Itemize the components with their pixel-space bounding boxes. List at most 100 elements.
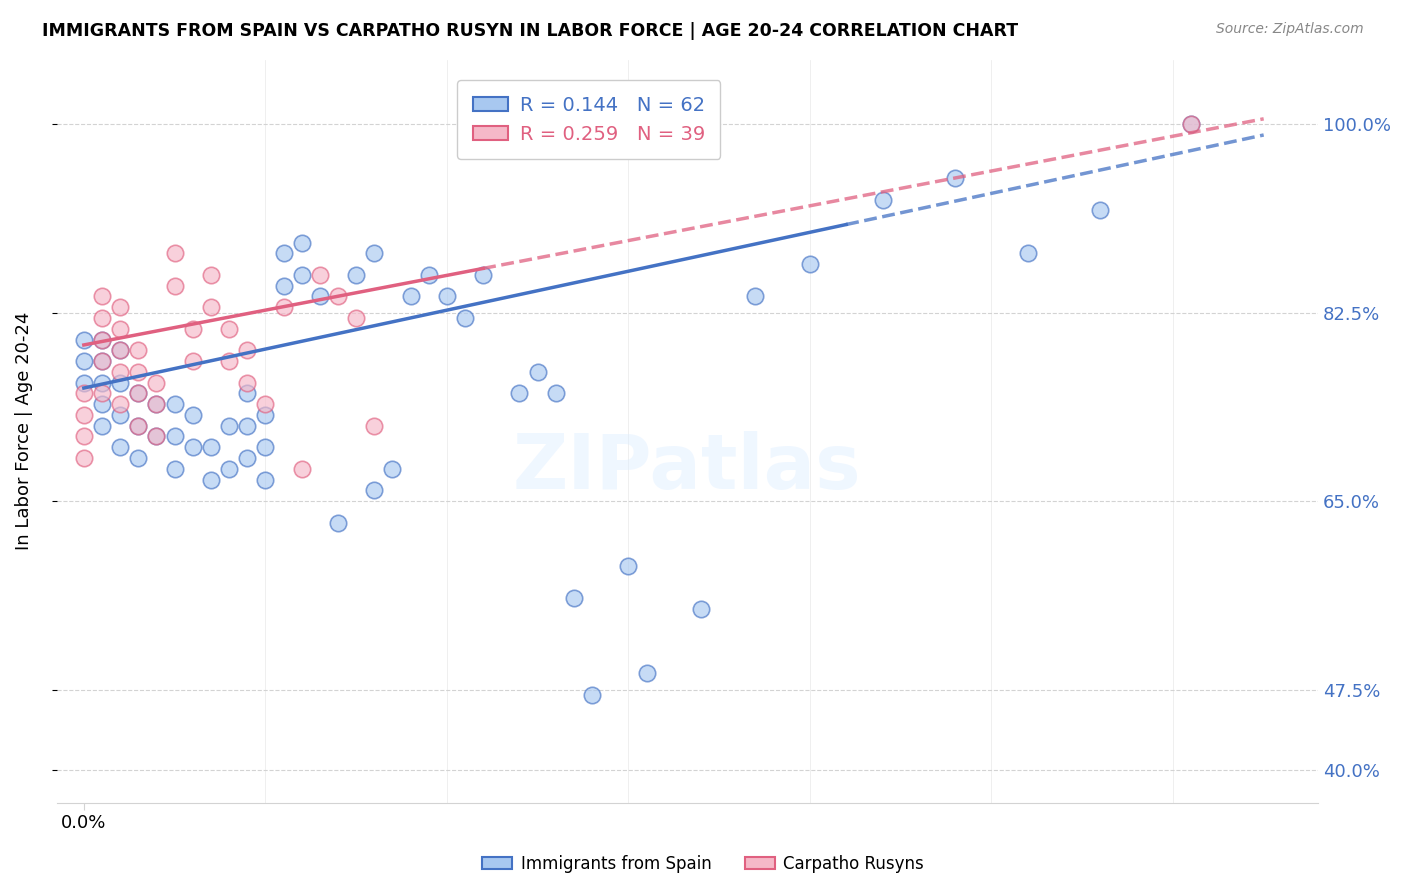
Point bbox=[163, 462, 186, 476]
Point bbox=[200, 300, 222, 314]
Point bbox=[236, 343, 259, 358]
Point bbox=[218, 418, 240, 433]
Point bbox=[108, 365, 131, 379]
Point bbox=[308, 289, 330, 303]
Point bbox=[581, 688, 603, 702]
Text: Source: ZipAtlas.com: Source: ZipAtlas.com bbox=[1216, 22, 1364, 37]
Point bbox=[108, 300, 131, 314]
Point bbox=[344, 268, 367, 282]
Point bbox=[200, 440, 222, 454]
Point bbox=[218, 354, 240, 368]
Point bbox=[436, 289, 458, 303]
Point bbox=[562, 591, 585, 605]
Point bbox=[145, 397, 167, 411]
Point bbox=[181, 322, 204, 336]
Point bbox=[127, 450, 149, 465]
Point bbox=[73, 333, 96, 347]
Point bbox=[91, 354, 114, 368]
Point bbox=[181, 354, 204, 368]
Point bbox=[291, 268, 314, 282]
Point bbox=[181, 408, 204, 422]
Point bbox=[872, 193, 894, 207]
Point bbox=[399, 289, 422, 303]
Point bbox=[326, 516, 349, 530]
Point bbox=[236, 386, 259, 401]
Point bbox=[91, 289, 114, 303]
Text: IMMIGRANTS FROM SPAIN VS CARPATHO RUSYN IN LABOR FORCE | AGE 20-24 CORRELATION C: IMMIGRANTS FROM SPAIN VS CARPATHO RUSYN … bbox=[42, 22, 1018, 40]
Point bbox=[91, 418, 114, 433]
Point bbox=[363, 418, 385, 433]
Point bbox=[326, 289, 349, 303]
Point bbox=[200, 268, 222, 282]
Point bbox=[273, 300, 295, 314]
Point bbox=[127, 418, 149, 433]
Point bbox=[254, 397, 277, 411]
Point bbox=[91, 311, 114, 326]
Point bbox=[744, 289, 766, 303]
Point bbox=[108, 322, 131, 336]
Point bbox=[127, 386, 149, 401]
Point bbox=[636, 666, 658, 681]
Y-axis label: In Labor Force | Age 20-24: In Labor Force | Age 20-24 bbox=[15, 312, 32, 550]
Point bbox=[127, 365, 149, 379]
Point bbox=[73, 376, 96, 390]
Point bbox=[73, 354, 96, 368]
Legend: Immigrants from Spain, Carpatho Rusyns: Immigrants from Spain, Carpatho Rusyns bbox=[475, 848, 931, 880]
Point bbox=[291, 462, 314, 476]
Point bbox=[108, 343, 131, 358]
Point bbox=[273, 278, 295, 293]
Point bbox=[236, 418, 259, 433]
Point bbox=[508, 386, 530, 401]
Point bbox=[1017, 246, 1039, 260]
Point bbox=[526, 365, 548, 379]
Point bbox=[308, 268, 330, 282]
Point bbox=[91, 333, 114, 347]
Point bbox=[163, 397, 186, 411]
Point bbox=[617, 558, 640, 573]
Text: ZIPatlas: ZIPatlas bbox=[513, 431, 862, 505]
Point bbox=[91, 397, 114, 411]
Point bbox=[418, 268, 440, 282]
Point bbox=[73, 386, 96, 401]
Point bbox=[690, 601, 713, 615]
Point bbox=[1180, 117, 1202, 131]
Point bbox=[73, 450, 96, 465]
Point bbox=[254, 473, 277, 487]
Point bbox=[799, 257, 821, 271]
Point bbox=[145, 429, 167, 443]
Point bbox=[108, 397, 131, 411]
Point bbox=[1180, 117, 1202, 131]
Point bbox=[254, 408, 277, 422]
Point bbox=[91, 386, 114, 401]
Point bbox=[108, 440, 131, 454]
Point bbox=[181, 440, 204, 454]
Point bbox=[218, 322, 240, 336]
Point bbox=[291, 235, 314, 250]
Point bbox=[943, 171, 966, 186]
Point bbox=[108, 408, 131, 422]
Point bbox=[163, 246, 186, 260]
Point bbox=[145, 397, 167, 411]
Point bbox=[127, 386, 149, 401]
Point bbox=[454, 311, 477, 326]
Point bbox=[163, 278, 186, 293]
Point bbox=[91, 354, 114, 368]
Point bbox=[73, 408, 96, 422]
Point bbox=[472, 268, 495, 282]
Point bbox=[236, 376, 259, 390]
Point bbox=[163, 429, 186, 443]
Point bbox=[108, 343, 131, 358]
Point bbox=[91, 333, 114, 347]
Point bbox=[108, 376, 131, 390]
Point bbox=[218, 462, 240, 476]
Point bbox=[73, 429, 96, 443]
Point bbox=[145, 376, 167, 390]
Point bbox=[344, 311, 367, 326]
Point bbox=[1090, 203, 1112, 218]
Point bbox=[127, 343, 149, 358]
Point bbox=[236, 450, 259, 465]
Point bbox=[381, 462, 404, 476]
Point bbox=[91, 376, 114, 390]
Point bbox=[363, 483, 385, 498]
Point bbox=[273, 246, 295, 260]
